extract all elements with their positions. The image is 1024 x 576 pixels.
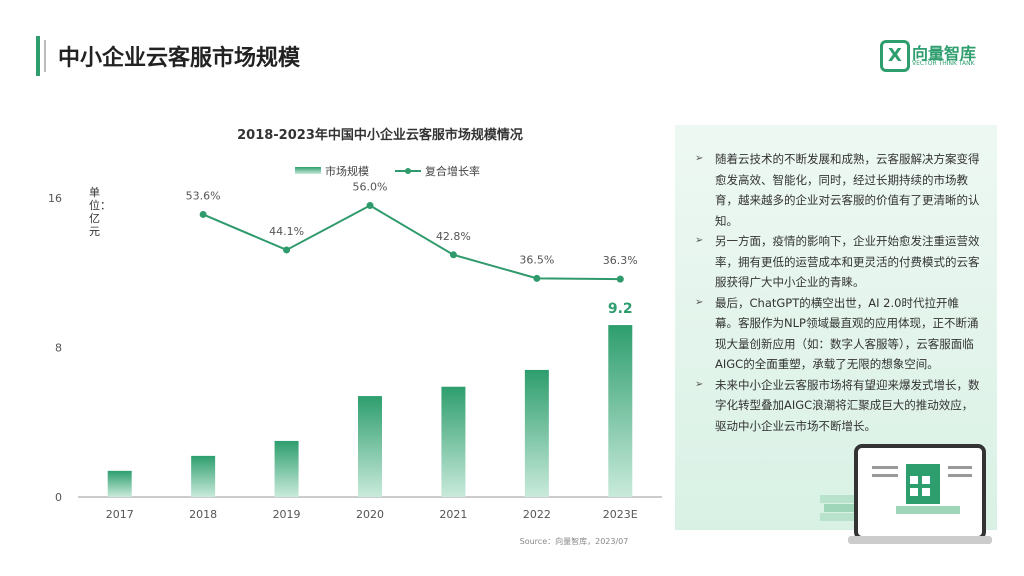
bar (441, 386, 466, 497)
chart-title: 2018-2023年中国中小企业云客服市场规模情况 (237, 127, 523, 143)
line (202, 204, 621, 281)
x-tick-label: 2019 (273, 508, 301, 521)
line-point (616, 275, 624, 283)
line-point (533, 274, 541, 282)
line-point (366, 201, 374, 209)
logo-name: 向量智库 (912, 44, 977, 63)
bullet-text: 未来中小企业云客服市场将有望迎来爆发式增长，数字化转型叠加AIGC浪潮将汇聚成巨… (693, 375, 981, 437)
data-label: 36.5% (519, 253, 554, 266)
x-tick-label: 2017 (106, 508, 134, 521)
bar (107, 470, 132, 497)
data-label: 56.0% (353, 180, 388, 193)
bar (274, 440, 299, 497)
data-label: 44.1% (269, 225, 304, 238)
line-point (199, 210, 207, 218)
logo-sub: VECTOR THINK TANK (912, 60, 975, 67)
y-tick-label: 0 (55, 491, 62, 504)
chart: 2018-2023年中国中小企业云客服市场规模情况 Source：向量智库，20… (48, 127, 662, 546)
title-bar (36, 36, 40, 76)
x-tick-label: 2023E (603, 508, 638, 521)
slide-title: 中小企业云客服市场规模 (58, 46, 301, 71)
legend-label: 复合增长率 (425, 164, 480, 178)
data-label: 36.3% (603, 254, 638, 267)
bar (608, 325, 633, 497)
line-point (283, 246, 291, 254)
bar (524, 369, 549, 497)
legend-swatch (405, 168, 411, 174)
data-label: 42.8% (436, 230, 471, 243)
y-axis-label: 单位：亿元 (89, 186, 111, 238)
y-tick-label: 8 (55, 342, 62, 355)
legend-label: 市场规模 (325, 164, 369, 178)
source: Source：向量智库，2023/07 (520, 536, 629, 546)
bar (191, 455, 216, 497)
title-bar-thin (44, 40, 46, 72)
x-tick-label: 2021 (439, 508, 467, 521)
y-tick-label: 16 (48, 192, 62, 205)
bullet-text: 随着云技术的不断发展和成熟，云客服解决方案变得愈发高效、智能化，同时，经过长期持… (693, 149, 981, 231)
x-tick-label: 2020 (356, 508, 384, 521)
data-label: 53.6% (186, 189, 221, 202)
legend-swatch (295, 167, 321, 174)
x-tick-label: 2018 (189, 508, 217, 521)
bullet-list: 随着云技术的不断发展和成熟，云客服解决方案变得愈发高效、智能化，同时，经过长期持… (675, 125, 997, 436)
laptop-illustration (820, 444, 992, 544)
x-tick-label: 2022 (523, 508, 551, 521)
logo-icon: X (880, 40, 910, 72)
bullet-text: 最后，ChatGPT的横空出世，AI 2.0时代拉开帷幕。客服作为NLP领域最直… (693, 293, 981, 375)
data-label: 9.2 (608, 301, 633, 317)
bar (358, 396, 382, 497)
line-point (449, 251, 457, 259)
bullet-text: 另一方面，疫情的影响下，企业开始愈发注重运营效率，拥有更低的运营成本和更灵活的付… (693, 231, 981, 293)
